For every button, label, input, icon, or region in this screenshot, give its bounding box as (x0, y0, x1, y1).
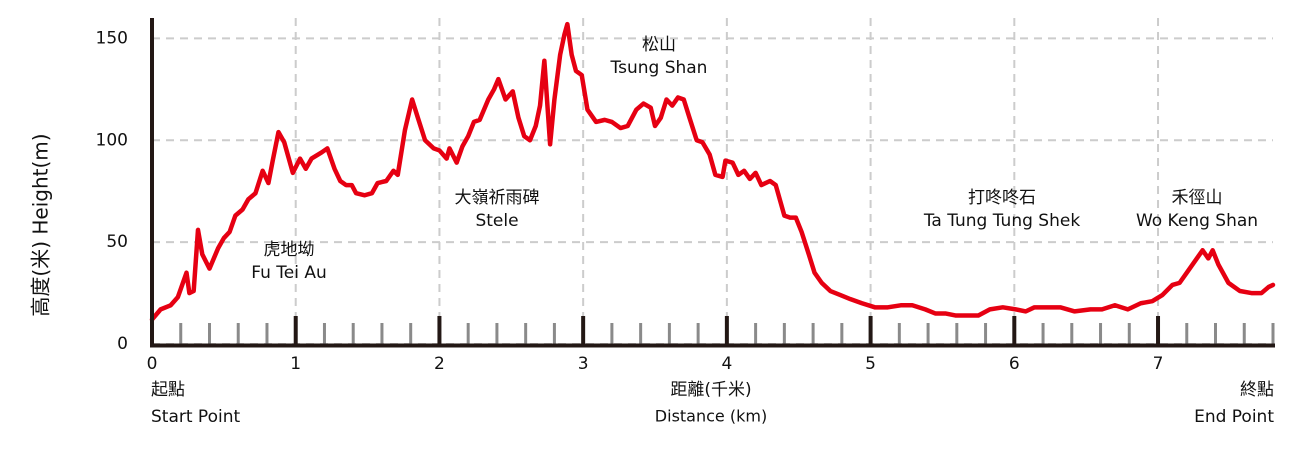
annotation: Ta Tung Tung Shek (923, 211, 1081, 231)
y-tick-label: 100 (96, 130, 128, 150)
x-tick-label: 7 (1153, 354, 1164, 374)
start-label: Start Point (151, 407, 240, 427)
y-tick-label: 50 (106, 232, 128, 252)
annotation: Stele (475, 211, 518, 231)
x-tick-label: 3 (578, 354, 589, 374)
y-axis-label: 高度(米) Height(m) (29, 133, 53, 316)
end-label: 終點 (1240, 380, 1274, 400)
y-tick-label: 150 (96, 28, 128, 48)
elevation-line (149, 21, 1276, 322)
x-tick-label: 6 (1009, 354, 1020, 374)
annotation: 大嶺祈雨碑 (455, 188, 540, 208)
x-tick-label: 1 (290, 354, 301, 374)
annotation: 虎地坳 (264, 240, 315, 260)
end-label: End Point (1194, 407, 1274, 427)
x-tick-label: 5 (865, 354, 876, 374)
x-tick-label: 2 (434, 354, 445, 374)
annotation: Tsung Shan (610, 58, 708, 78)
x-tick-label: 0 (147, 354, 158, 374)
annotation: 禾徑山 (1172, 188, 1223, 208)
annotation: 松山 (642, 35, 676, 55)
annotation: Fu Tei Au (251, 263, 327, 283)
x-tick-label: 4 (721, 354, 732, 374)
annotation: Wo Keng Shan (1136, 211, 1258, 231)
annotation: 打咚咚石 (968, 188, 1036, 208)
start-label: 起點 (151, 380, 185, 400)
x-axis-label: Distance (km) (655, 407, 767, 426)
y-tick-label: 0 (117, 334, 128, 354)
x-axis-label: 距離(千米) (670, 380, 751, 400)
